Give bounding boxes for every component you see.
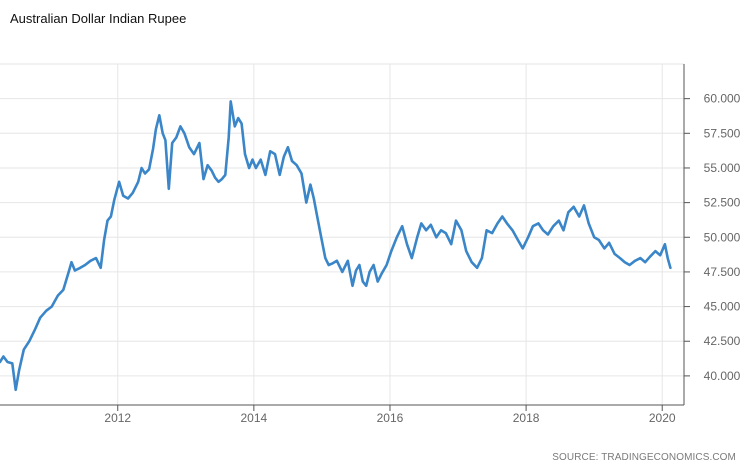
y-tick-labels: 40.000 42.500 45.000 47.500 50.000 52.500 55.0… bbox=[704, 92, 741, 383]
y-tick-label: 55.000 bbox=[704, 161, 741, 175]
x-tick-label: 2012 bbox=[104, 411, 131, 425]
y-tick-label: 45.000 bbox=[704, 300, 741, 314]
axes bbox=[0, 64, 690, 411]
gridlines bbox=[0, 63, 684, 405]
x-tick-labels: 2012 2014 2016 2018 2020 bbox=[104, 411, 675, 425]
x-tick-label: 2016 bbox=[377, 411, 404, 425]
y-tick-label: 60.000 bbox=[704, 92, 741, 106]
series-layer bbox=[0, 100, 672, 392]
chart-title: Australian Dollar Indian Rupee bbox=[10, 11, 187, 26]
source-credit: SOURCE: TRADINGECONOMICS.COM bbox=[552, 452, 736, 463]
x-tick-label: 2014 bbox=[241, 411, 268, 425]
x-tick-label: 2020 bbox=[649, 411, 676, 425]
x-tick-label: 2018 bbox=[513, 411, 540, 425]
y-tick-label: 42.500 bbox=[704, 334, 741, 348]
y-tick-label: 50.000 bbox=[704, 230, 741, 244]
y-tick-label: 40.000 bbox=[704, 369, 741, 383]
y-tick-label: 52.500 bbox=[704, 196, 741, 210]
y-tick-label: 57.500 bbox=[704, 126, 741, 140]
series-line bbox=[0, 100, 672, 392]
y-tick-label: 47.500 bbox=[704, 265, 741, 279]
